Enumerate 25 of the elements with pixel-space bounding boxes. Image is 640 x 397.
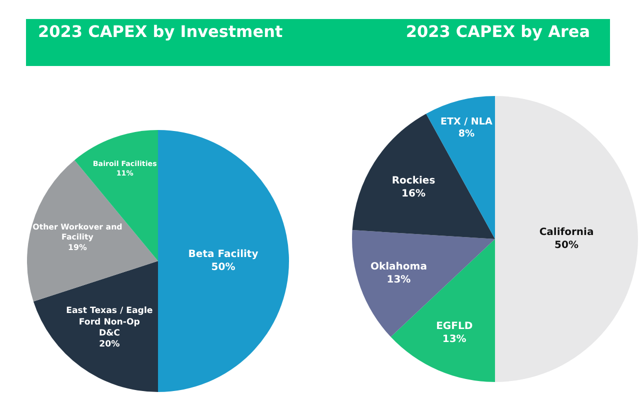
data-label: 16% [402, 188, 426, 200]
slice-label: Oklahoma [370, 262, 427, 273]
slice-label: Beta Facility [188, 249, 259, 260]
slice-label: Rockies [392, 175, 436, 186]
chart-title: 2023 CAPEX by Investment [38, 22, 283, 41]
slice-label: Other Workover and Facility [32, 222, 122, 242]
pie-slice [33, 261, 158, 392]
data-label: 50% [554, 240, 578, 251]
data-label: 8% [458, 128, 475, 140]
slice-label: East Texas / Eagle Ford Non-Op D&C [66, 306, 153, 338]
data-label: 19% [68, 242, 87, 252]
pie-slice [158, 130, 289, 392]
data-label: 13% [386, 274, 411, 286]
pie-slice [352, 114, 495, 239]
chart-title: 2023 CAPEX by Area [406, 22, 590, 41]
slice-label: ETX / NLA [440, 116, 493, 128]
data-label: 20% [99, 340, 120, 350]
slice-label: Bairoil Facilities [92, 159, 157, 168]
data-label: 11% [116, 168, 134, 178]
slice-label: EGFLD [436, 320, 473, 332]
slice-label: California [539, 227, 594, 238]
data-label: 50% [211, 262, 236, 273]
pie-slice [495, 96, 638, 382]
pie-slice [27, 160, 158, 302]
data-label: 13% [442, 334, 466, 345]
